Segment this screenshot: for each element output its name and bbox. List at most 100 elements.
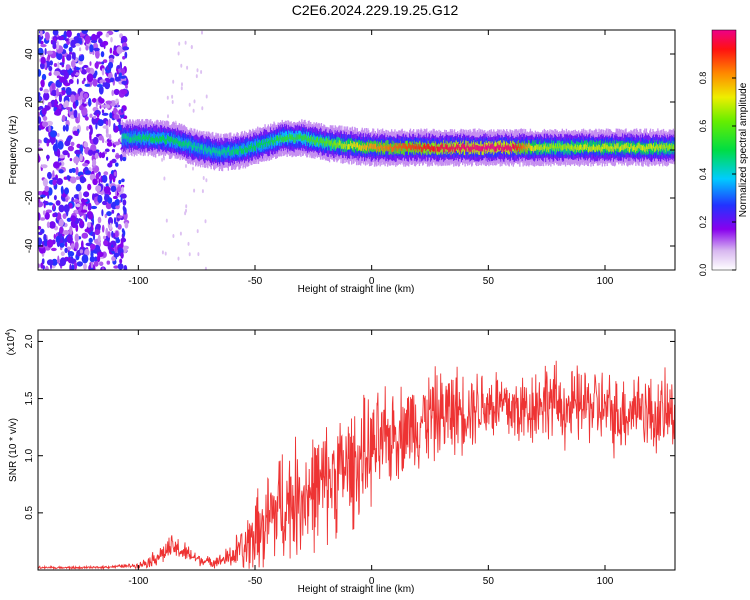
spectrogram-ridge-cell bbox=[435, 141, 437, 152]
spectrogram-ridge-cell bbox=[606, 143, 608, 149]
spectrogram-ridge-cell bbox=[556, 146, 558, 152]
spectrogram-ridge-cell bbox=[262, 140, 265, 152]
spectrogram-ridge-cell bbox=[636, 145, 639, 151]
spectrogram-ridge-cell bbox=[666, 143, 668, 154]
spectrogram-ridge-cell bbox=[292, 134, 294, 140]
spectrogram-ridge-cell bbox=[368, 146, 370, 152]
spectrogram-ridge-cell bbox=[189, 140, 191, 146]
spectrogram-ridge-cell bbox=[441, 142, 443, 149]
spectrogram-ridge-cell bbox=[520, 143, 522, 149]
spectrogram-ridge-cell bbox=[377, 143, 380, 149]
spectrogram-ridge-cell bbox=[327, 139, 329, 151]
spectrogram-noise-cell bbox=[54, 110, 61, 116]
spectrogram-ridge-cell bbox=[523, 143, 525, 149]
spectrogram-noise-cell bbox=[63, 82, 71, 87]
spectrogram-ridge-cell bbox=[321, 138, 323, 144]
spectrogram-ridge-cell bbox=[556, 144, 559, 150]
spectrogram-ridge-cell bbox=[497, 143, 499, 149]
spectrogram-noise-cell bbox=[66, 235, 73, 244]
spectrogram-ridge-cell bbox=[593, 144, 595, 150]
spectrogram-ridge-cell bbox=[587, 142, 589, 148]
spectrogram-ridge-cell bbox=[404, 143, 406, 149]
spectrogram-ridge-cell bbox=[671, 146, 674, 152]
spectrogram-ridge-cell bbox=[373, 143, 375, 149]
spectrogram-ridge-cell bbox=[413, 145, 415, 151]
spectrogram-ridge-cell bbox=[527, 144, 529, 151]
spectrogram-ridge-cell bbox=[589, 145, 591, 151]
spectrogram-y-ticks: -40 -20 0 20 40 bbox=[24, 48, 675, 253]
spectrogram-ridge-cell bbox=[270, 138, 273, 149]
spectrogram-ridge-cell bbox=[655, 145, 657, 151]
spectrogram-ridge-cell bbox=[455, 145, 457, 151]
spectrogram-ridge-cell bbox=[662, 143, 665, 149]
spectrogram-ridge-cell bbox=[132, 130, 135, 142]
spectrogram-ridge-cell bbox=[550, 143, 552, 149]
spectrogram-noise-cell bbox=[52, 170, 55, 177]
colorbar-gradient bbox=[711, 29, 737, 271]
spectrogram-ridge-cell bbox=[178, 141, 180, 147]
spectrogram-ridge-cell bbox=[498, 144, 500, 150]
spectrogram-noise-cell bbox=[116, 186, 122, 193]
spectrogram-ridge-cell bbox=[238, 149, 240, 155]
spectrogram-ridge-cell bbox=[543, 145, 545, 151]
spectrogram-ridge-cell bbox=[670, 145, 672, 151]
spectrogram-ridge-cell bbox=[480, 146, 482, 152]
spectrogram-ridge-cell bbox=[165, 139, 167, 145]
spectrogram-ridge-cell bbox=[122, 134, 124, 146]
spectrogram-ridge-cell bbox=[367, 142, 369, 148]
spectrogram-ridge-cell bbox=[638, 142, 640, 149]
spectrogram-noise-cell bbox=[73, 199, 80, 203]
spectrogram-noise-cell bbox=[77, 112, 81, 122]
spectrogram-ridge-cell bbox=[235, 148, 237, 154]
spectrogram-ridge-cell bbox=[547, 146, 550, 152]
spectrogram-noise-cell bbox=[195, 74, 198, 79]
spectrogram-ridge-cell bbox=[264, 139, 266, 145]
spectrogram-noise-cell bbox=[177, 51, 180, 56]
spectrogram-noise-cell bbox=[121, 80, 128, 85]
spectrogram-noise-cell bbox=[86, 125, 89, 131]
spectrogram-ridge-cell bbox=[613, 147, 615, 153]
spectrogram-ridge-cell bbox=[634, 145, 636, 151]
spectrogram-noise-cell bbox=[96, 113, 100, 118]
spectrogram-ridge-cell bbox=[360, 145, 363, 151]
spectrogram-noise-cell bbox=[57, 148, 61, 158]
spectrogram-ridge-cell bbox=[182, 140, 184, 146]
spectrogram-noise-cell bbox=[52, 213, 56, 218]
spectrogram-ridge-cell bbox=[306, 138, 309, 144]
spectrogram-ridge-cell bbox=[244, 147, 247, 153]
spectrogram-ridge-cell bbox=[356, 143, 358, 149]
spectrogram-noise-cell bbox=[115, 221, 119, 228]
spectrogram-ridge-cell bbox=[340, 141, 342, 147]
spectrogram-ridge-cell bbox=[516, 146, 519, 152]
spectrogram-ridge-cell bbox=[451, 144, 453, 150]
spectrogram-ridge-cell bbox=[566, 145, 568, 151]
spectrogram-ridge-cell bbox=[344, 142, 346, 148]
spectrogram-ridge-cell bbox=[230, 149, 233, 156]
spectrogram-ridge-cell bbox=[168, 137, 171, 143]
spectrogram-noise-cell bbox=[49, 221, 56, 229]
spectrogram-ridge-cell bbox=[471, 144, 474, 150]
spectrogram-ridge-cell bbox=[323, 137, 325, 144]
spectrogram-noise-cell bbox=[61, 114, 66, 122]
spectrogram-ridge-cell bbox=[585, 143, 587, 149]
spectrogram-ridge-cell bbox=[573, 146, 576, 152]
spectrogram-ridge-cell bbox=[328, 140, 330, 146]
spectrogram-ridge-cell bbox=[290, 135, 292, 141]
spectrogram-noise-cell bbox=[92, 78, 98, 87]
spectrogram-ridge-cell bbox=[576, 140, 578, 152]
spectrogram-ridge-cell bbox=[294, 133, 296, 140]
spectrogram-ridge-cell bbox=[150, 136, 153, 142]
spectrogram-ridge-cell bbox=[514, 145, 516, 151]
colorbar-tick-label: 0.8 bbox=[698, 72, 708, 85]
spectrogram-noise-cell bbox=[105, 104, 111, 109]
spectrogram-ridge-cell bbox=[152, 135, 154, 142]
spectrogram-ridge-cell bbox=[414, 146, 416, 152]
spectrogram-ridge-cell bbox=[375, 143, 377, 149]
spectrogram-noise-cell bbox=[107, 217, 114, 226]
spectrogram-ridge-cell bbox=[176, 138, 178, 144]
spectrogram-ridge-cell bbox=[427, 143, 429, 150]
spectrogram-noise-cell bbox=[81, 232, 89, 239]
spectrogram-noise-cell bbox=[53, 233, 56, 240]
spectrogram-ridge-cell bbox=[143, 133, 145, 140]
spectrogram-noise-cell bbox=[63, 204, 70, 213]
